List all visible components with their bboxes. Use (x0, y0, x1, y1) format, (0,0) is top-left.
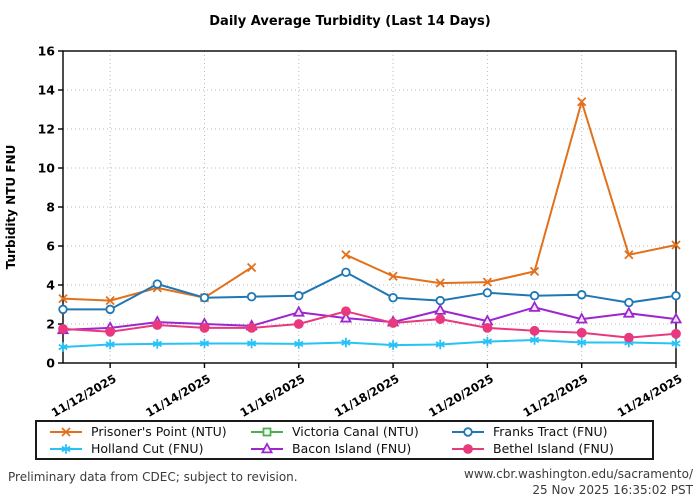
y-tick-label: 10 (38, 161, 56, 176)
asterisk-legend-marker-icon (50, 443, 82, 454)
x-tick-label: 11/12/2025 (49, 371, 119, 419)
square-open-legend-marker-icon (251, 427, 283, 436)
legend-label: Holland Cut (FNU) (91, 441, 204, 456)
chart-title: Daily Average Turbidity (Last 14 Days) (209, 14, 491, 29)
legend-entry-franks-tract-fnu: Franks Tract (FNU) (445, 424, 646, 439)
y-tick-label: 2 (46, 317, 55, 332)
x-tick-label: 11/24/2025 (615, 371, 685, 419)
disclaimer-text: Preliminary data from CDEC; subject to r… (8, 470, 298, 484)
legend-label: Prisoner's Point (NTU) (91, 424, 227, 439)
y-axis-label: Turbidity NTU FNU (4, 145, 18, 270)
y-tick-label: 16 (38, 44, 56, 59)
legend-label: Bethel Island (FNU) (493, 441, 614, 456)
y-tick-label: 0 (46, 356, 55, 371)
legend-label: Bacon Island (FNU) (292, 441, 412, 456)
legend-label: Victoria Canal (NTU) (292, 424, 419, 439)
y-tick-label: 14 (38, 83, 56, 98)
circle-open-legend-marker-icon (452, 426, 484, 437)
timestamp: 25 Nov 2025 16:35:02 PST (532, 482, 693, 497)
chart-legend: Prisoner's Point (NTU) Victoria Canal (NT… (35, 420, 654, 460)
legend-entry-bacon-island-fnu: Bacon Island (FNU) (244, 441, 445, 456)
series-bethel-island-fnu (58, 306, 681, 343)
x-tick-label: 11/18/2025 (332, 371, 402, 419)
x-tick-label: 11/22/2025 (520, 371, 590, 419)
source-url: www.cbr.washington.edu/sacramento/ (464, 467, 693, 481)
legend-entry-holland-cut-fnu: Holland Cut (FNU) (43, 441, 244, 456)
series-franks-tract-fnu (58, 267, 681, 315)
y-tick-label: 6 (46, 239, 55, 254)
x-tick-label: 11/20/2025 (426, 371, 496, 419)
x-tick-label: 11/14/2025 (143, 371, 213, 419)
source-block: www.cbr.washington.edu/sacramento/ 25 No… (464, 467, 693, 498)
plot-axes: 0 2 4 6 8 10 12 14 16 11/12/2025 11/14/2025 11/16/2… (38, 44, 685, 420)
series-prisoner-s-point-ntu (58, 97, 681, 306)
y-tick-label: 12 (38, 122, 55, 137)
legend-label: Franks Tract (FNU) (493, 424, 608, 439)
triangle-open-legend-marker-icon (251, 441, 283, 453)
y-tick-label: 8 (46, 200, 55, 215)
series-holland-cut-fnu (58, 335, 681, 352)
legend-entry-prisoner-s-point-ntu: Prisoner's Point (NTU) (43, 424, 244, 439)
circle-filled-legend-marker-icon (452, 443, 484, 454)
y-tick-label: 4 (46, 278, 55, 293)
legend-entry-victoria-canal-ntu: Victoria Canal (NTU) (244, 424, 445, 439)
legend-entry-bethel-island-fnu: Bethel Island (FNU) (445, 441, 646, 456)
plot-series (56, 97, 683, 352)
x-legend-marker-icon (50, 426, 82, 437)
x-tick-label: 11/16/2025 (238, 371, 308, 419)
